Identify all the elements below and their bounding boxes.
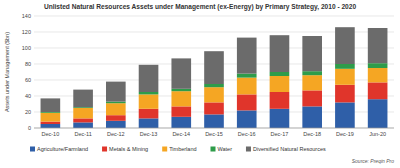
bar-segment [335,69,355,85]
x-tick-label: Jun-20 [369,131,386,137]
bar-segment [204,84,224,87]
y-tick-label: 60 [25,77,31,83]
bar-segment [139,65,159,92]
bars [41,27,388,128]
legend-swatch [102,147,107,152]
bar-segment [270,72,290,76]
bar-segment [139,109,159,119]
title: Unlisted Natural Resources Assets under … [44,3,357,11]
bar-segment [171,106,191,116]
bar-segment [106,121,126,128]
bar-segment [270,109,290,128]
bar-segment [204,102,224,114]
bar-segment [171,89,191,91]
bar-segment [106,115,126,121]
bar-segment [139,92,159,94]
y-tick-label: 80 [25,61,31,67]
x-tick-label: Dec-13 [140,131,158,137]
legend-label: Metals & Mining [109,146,148,152]
bar-segment [335,102,355,128]
legend-label: Agriculture/Farmland [37,146,88,152]
y-tick-label: 20 [25,109,31,115]
bar-segment [171,91,191,106]
legend-label: Water [218,146,233,152]
legend-label: Diversified Natural Resources [253,146,326,152]
bar-segment [302,71,322,75]
x-tick-label: Dec-17 [271,131,289,137]
bar-segment [41,124,61,128]
chart: Unlisted Natural Resources Assets under … [0,0,400,168]
bar-segment [302,75,322,90]
bar-segment [237,78,257,95]
x-axis [34,128,394,129]
grid-line [34,16,394,17]
bar-segment [270,76,290,92]
bar-segment [368,68,388,82]
bar-segment [73,108,93,118]
bar-segment [237,74,257,78]
x-tick-label: Dec-19 [336,131,354,137]
y-tick-label: 40 [25,93,31,99]
bar-segment [73,118,93,122]
bar-segment [237,110,257,128]
y-axis-label: Assets under Management ($bn) [4,32,10,112]
bar-segment [302,106,322,128]
bar-segment [106,102,126,104]
bar-segment [270,35,290,72]
bar-segment [41,113,61,122]
y-tick-label: 120 [22,29,31,35]
legend-label: Timberland [169,146,196,152]
bar-segment [237,38,257,74]
bar-segment [368,63,388,68]
bar-segment [171,58,191,88]
y-tick-label: 100 [22,45,31,51]
bar-segment [204,114,224,128]
source: Source: Preqin Pro [352,158,394,164]
bar-segment [335,27,355,64]
bar-segment [335,85,355,103]
bar-segment [302,90,322,106]
y-tick-label: 0 [28,125,31,131]
x-tick-label: Dec-15 [205,131,223,137]
grid-line [34,128,394,129]
bar-segment [73,122,93,128]
x-tick-label: Dec-14 [172,131,190,137]
x-tick-label: Dec-12 [107,131,125,137]
legend-swatch [30,147,35,152]
bar-segment [171,117,191,128]
bar-segment [204,51,224,84]
bar-segment [204,87,224,102]
bar-segment [270,92,290,109]
bar-segment [41,122,61,124]
x-tick-label: Dec-16 [238,131,256,137]
bar-segment [106,82,126,102]
bar-segment [106,103,126,115]
bar-segment [368,28,388,63]
bar-segment [335,64,355,69]
legend-swatch [246,147,251,152]
x-tick-label: Dec-18 [303,131,321,137]
legend-swatch [162,147,167,152]
bar-segment [368,99,388,128]
y-tick-label: 140 [22,13,31,19]
bar-segment [237,94,257,110]
legend-swatch [211,147,216,152]
bar-segment [368,82,388,99]
bar-segment [302,36,322,71]
bar-segment [139,94,159,108]
x-tick-label: Dec-11 [74,131,91,137]
x-tick-label: Dec-10 [41,131,59,137]
bar-segment [139,118,159,128]
legend: Agriculture/Farmland Metals & Mining Timbe… [30,146,326,152]
bar-segment [41,98,61,112]
bar-segment [73,90,93,108]
